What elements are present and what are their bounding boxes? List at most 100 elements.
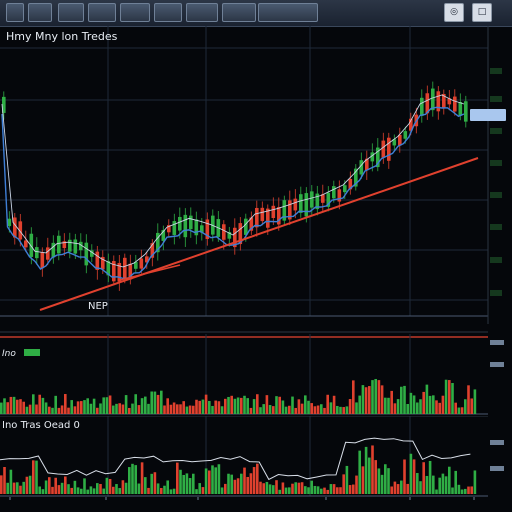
oscillator-bar: [112, 486, 115, 494]
candle-body: [227, 232, 232, 239]
oscillator-bar: [220, 487, 224, 494]
oscillator-bar: [233, 479, 237, 494]
oscillator-bar: [307, 487, 310, 494]
price-axis-tick: [490, 290, 502, 296]
price-axis-tick: [490, 257, 502, 263]
oscillator-bar: [140, 462, 144, 494]
volume-bar: [150, 391, 153, 414]
oscillator-bar: [92, 488, 96, 494]
oscillator-bar: [377, 468, 381, 494]
volume-bar: [12, 396, 16, 414]
candle-body: [442, 93, 446, 109]
candle-body: [79, 241, 83, 251]
oscillator-bar: [166, 480, 169, 494]
volume-bar: [128, 407, 131, 414]
volume-bar: [3, 398, 6, 414]
volume-bar: [198, 400, 201, 414]
candle-body: [425, 93, 430, 114]
oscillator-x-axis: [9, 497, 475, 500]
volume-bar: [156, 394, 160, 414]
volume-bar: [102, 397, 105, 414]
volume-bar: [307, 400, 310, 414]
volume-bar: [320, 404, 323, 414]
oscillator-chart[interactable]: Ino Tras Oead 0: [0, 416, 512, 512]
oscillator-bar: [384, 464, 387, 494]
price-tag: [470, 109, 506, 121]
volume-bar: [313, 406, 317, 414]
candle-body: [431, 88, 435, 111]
oscillator-bar: [160, 488, 163, 494]
candle-body: [255, 207, 259, 228]
oscillator-bar: [412, 459, 416, 494]
oscillator-bar: [409, 453, 413, 494]
toolbar-button-8[interactable]: [222, 3, 256, 22]
candle-body: [354, 168, 358, 187]
volume-bar: [169, 404, 173, 414]
toolbar-button-1[interactable]: [6, 3, 24, 22]
candle-body: [398, 134, 402, 146]
toolbar-button-5[interactable]: [120, 3, 150, 22]
volume-bar: [86, 398, 89, 414]
volume-bar: [137, 405, 141, 414]
oscillator-bar: [243, 467, 246, 494]
oscillator-bar: [185, 473, 189, 494]
oscillator-bar: [89, 486, 93, 494]
volume-bar: [48, 406, 51, 414]
volume-bar: [342, 407, 345, 414]
volume-axis-tick: [490, 362, 504, 367]
oscillator-bar: [240, 473, 243, 494]
toolbar-button-3[interactable]: [58, 3, 84, 22]
oscillator-bar: [291, 483, 294, 494]
candle-body: [282, 200, 287, 221]
oscillator-bar: [16, 482, 19, 494]
candle-body: [370, 152, 375, 162]
toolbar-button-4[interactable]: [88, 3, 116, 22]
candle-body: [24, 240, 28, 248]
oscillator-bar: [361, 466, 365, 494]
candle-body: [343, 185, 347, 193]
toolbar-button-7[interactable]: [186, 3, 218, 22]
volume-bar: [201, 399, 205, 414]
candle-body: [205, 219, 210, 239]
oscillator-bar: [352, 484, 355, 494]
volume-bar: [361, 385, 365, 414]
candle-body: [40, 252, 45, 269]
volume-bar: [422, 391, 425, 414]
toolbar-button-6[interactable]: [154, 3, 182, 22]
volume-bar: [326, 394, 329, 414]
volume-bar: [0, 402, 3, 414]
toolbar-search-field[interactable]: [258, 3, 318, 22]
candle-body: [233, 227, 237, 248]
volume-bar: [243, 395, 246, 414]
candle-body: [244, 218, 248, 235]
candle-body: [101, 256, 105, 270]
volume-bar: [240, 397, 243, 414]
volume-bar: [336, 405, 339, 414]
oscillator-bar: [121, 480, 125, 494]
candle-body: [447, 98, 452, 105]
volume-bar: [51, 407, 54, 414]
volume-bar: [364, 387, 368, 414]
oscillator-bar: [60, 482, 64, 494]
settings-icon[interactable]: ◎: [444, 3, 464, 22]
volume-bar: [214, 400, 217, 414]
candle-body: [2, 96, 6, 113]
oscillator-bar: [473, 470, 477, 494]
oscillator-bar: [198, 483, 201, 494]
oscillator-bar: [393, 481, 397, 494]
price-axis-tick: [490, 96, 502, 102]
toolbar-button-2[interactable]: [28, 3, 52, 22]
oscillator-bar: [102, 488, 105, 494]
volume-bar: [460, 407, 464, 414]
oscillator-bar: [176, 462, 179, 494]
oscillator-bar: [236, 478, 240, 494]
volume-chart[interactable]: Ino: [0, 334, 512, 416]
oscillator-bar: [329, 484, 333, 494]
oscillator-bar: [371, 445, 374, 494]
candle-body: [200, 225, 204, 233]
volume-bar: [233, 398, 237, 414]
oscillator-bar: [432, 475, 435, 494]
price-chart[interactable]: Hmy Mny lon Tredes NEP: [0, 26, 512, 324]
candle-body: [277, 207, 281, 225]
close-icon[interactable]: □: [472, 3, 492, 22]
